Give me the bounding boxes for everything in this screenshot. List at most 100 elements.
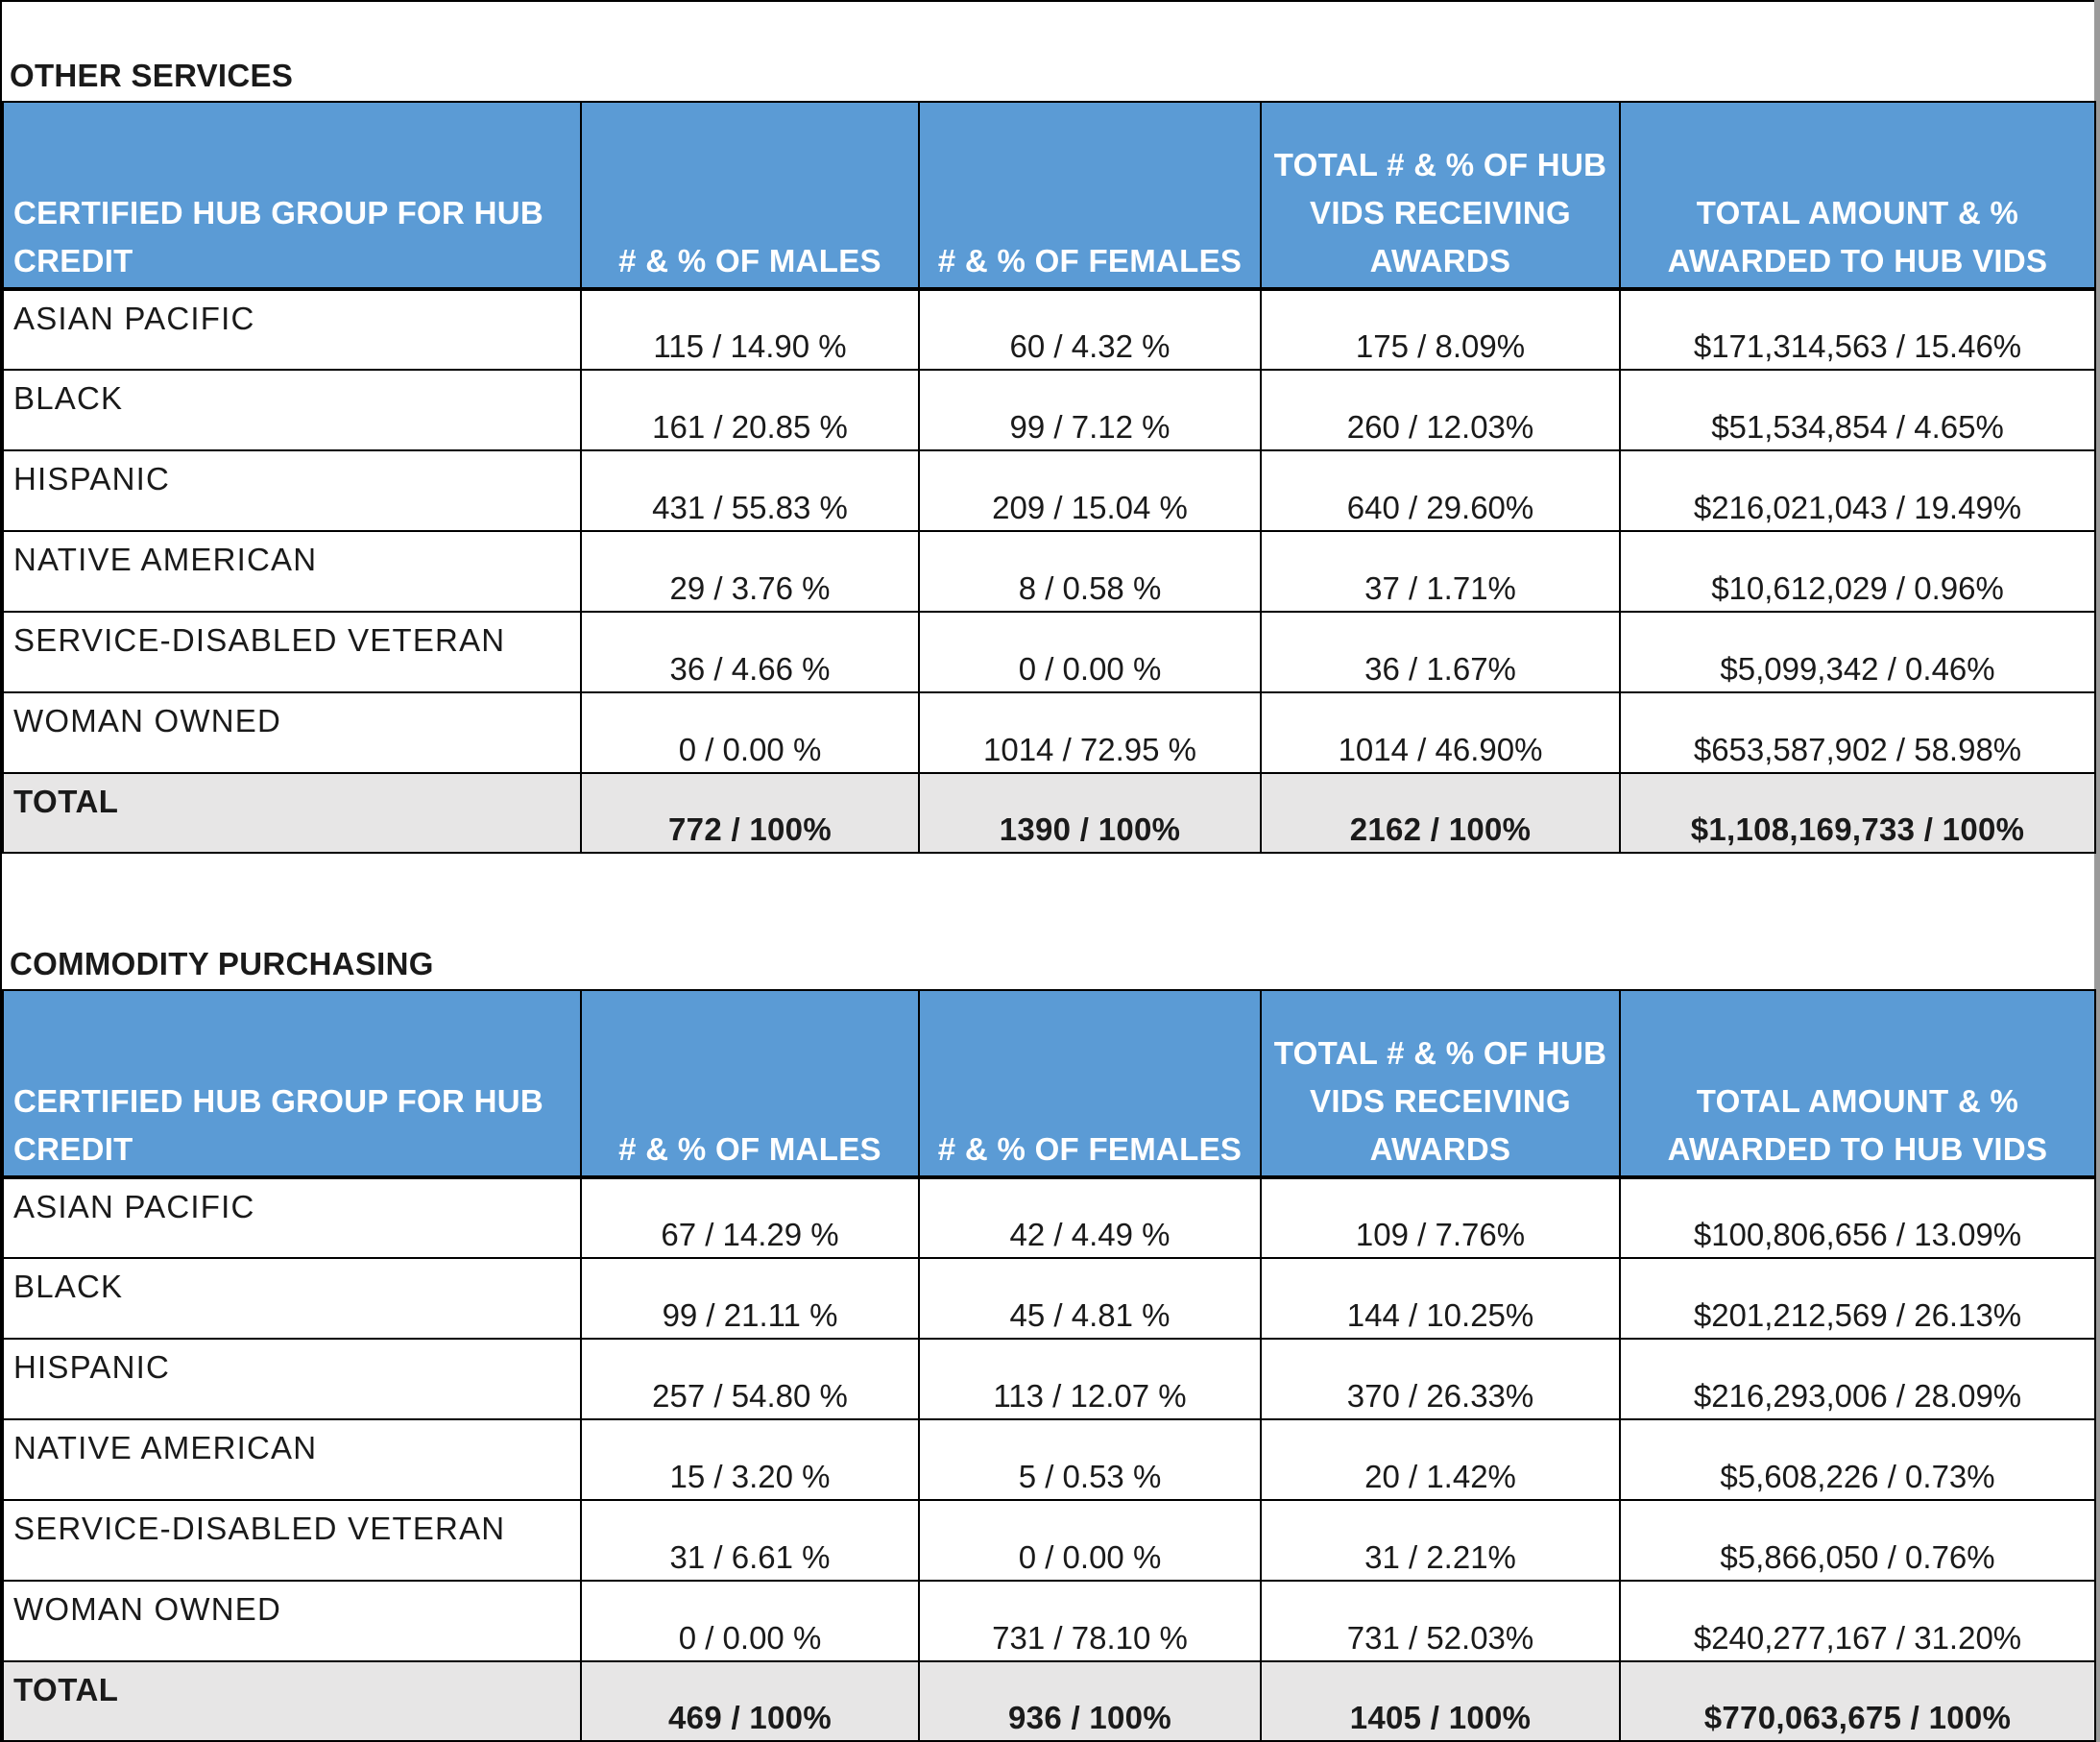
header-row: CERTIFIED HUB GROUP FOR HUB CREDIT # & % … [2,989,2096,1179]
total-total-amount: $770,063,675 / 100% [1619,1660,2096,1742]
total-males: 772 / 100% [580,772,920,854]
cell-females: 45 / 4.81 % [918,1257,1262,1340]
cell-total-vids: 370 / 26.33% [1260,1338,1621,1420]
header-total-amount: TOTAL AMOUNT & % AWARDED TO HUB VIDS [1619,101,2096,291]
cell-total-vids: 260 / 12.03% [1260,369,1621,451]
cell-females: 731 / 78.10 % [918,1580,1262,1662]
header-females: # & % OF FEMALES [918,989,1262,1179]
right-edge-shade [2094,0,2100,1742]
header-total-amount: TOTAL AMOUNT & % AWARDED TO HUB VIDS [1619,989,2096,1179]
cell-total-vids: 731 / 52.03% [1260,1580,1621,1662]
cell-males: 161 / 20.85 % [580,369,920,451]
row-asian-pacific: ASIAN PACIFIC 115 / 14.90 % 60 / 4.32 % 175… [2,288,2096,371]
cell-total-amount: $100,806,656 / 13.09% [1619,1176,2096,1259]
cell-group: WOMAN OWNED [2,1580,582,1662]
cell-group: SERVICE-DISABLED VETERAN [2,611,582,693]
cell-group: HISPANIC [2,449,582,532]
total-males: 469 / 100% [580,1660,920,1742]
total-total-vids: 1405 / 100% [1260,1660,1621,1742]
cell-females: 209 / 15.04 % [918,449,1262,532]
cell-females: 0 / 0.00 % [918,1499,1262,1582]
cell-total-amount: $5,866,050 / 0.76% [1619,1499,2096,1582]
cell-total-amount: $5,608,226 / 0.73% [1619,1418,2096,1501]
total-females: 1390 / 100% [918,772,1262,854]
header-total-vids: TOTAL # & % OF HUB VIDS RECEIVING AWARDS [1260,101,1621,291]
hub-awards-table: CERTIFIED HUB GROUP FOR HUB CREDIT # & % … [2,101,2096,854]
cell-group: HISPANIC [2,1338,582,1420]
cell-total-amount: $5,099,342 / 0.46% [1619,611,2096,693]
header-males: # & % OF MALES [580,101,920,291]
cell-females: 5 / 0.53 % [918,1418,1262,1501]
header-group: CERTIFIED HUB GROUP FOR HUB CREDIT [2,989,582,1179]
cell-total-vids: 640 / 29.60% [1260,449,1621,532]
cell-females: 1014 / 72.95 % [918,691,1262,774]
row-asian-pacific: ASIAN PACIFIC 67 / 14.29 % 42 / 4.49 % 109 … [2,1176,2096,1259]
cell-total-vids: 31 / 2.21% [1260,1499,1621,1582]
cell-males: 257 / 54.80 % [580,1338,920,1420]
cell-males: 0 / 0.00 % [580,1580,920,1662]
cell-total-vids: 37 / 1.71% [1260,530,1621,613]
cell-group: BLACK [2,1257,582,1340]
cell-males: 99 / 21.11 % [580,1257,920,1340]
cell-total-vids: 20 / 1.42% [1260,1418,1621,1501]
total-females: 936 / 100% [918,1660,1262,1742]
cell-males: 31 / 6.61 % [580,1499,920,1582]
section-title: OTHER SERVICES [10,58,294,93]
total-total-vids: 2162 / 100% [1260,772,1621,854]
cell-total-amount: $171,314,563 / 15.46% [1619,288,2096,371]
cell-total-vids: 175 / 8.09% [1260,288,1621,371]
cell-females: 99 / 7.12 % [918,369,1262,451]
row-native-american: NATIVE AMERICAN 15 / 3.20 % 5 / 0.53 % 20 /… [2,1418,2096,1501]
cell-total-vids: 144 / 10.25% [1260,1257,1621,1340]
cell-group: ASIAN PACIFIC [2,1176,582,1259]
cell-females: 42 / 4.49 % [918,1176,1262,1259]
cell-females: 8 / 0.58 % [918,530,1262,613]
cell-males: 29 / 3.76 % [580,530,920,613]
cell-group: ASIAN PACIFIC [2,288,582,371]
row-woman-owned: WOMAN OWNED 0 / 0.00 % 1014 / 72.95 % 1014 … [2,691,2096,774]
cell-group: NATIVE AMERICAN [2,1418,582,1501]
cell-females: 60 / 4.32 % [918,288,1262,371]
total-group: TOTAL [2,772,582,854]
cell-total-amount: $240,277,167 / 31.20% [1619,1580,2096,1662]
row-total: TOTAL 772 / 100% 1390 / 100% 2162 / 100% $1,… [2,772,2096,854]
row-woman-owned: WOMAN OWNED 0 / 0.00 % 731 / 78.10 % 731 / … [2,1580,2096,1662]
cell-males: 115 / 14.90 % [580,288,920,371]
cell-males: 36 / 4.66 % [580,611,920,693]
row-service-disabled-veteran: SERVICE-DISABLED VETERAN 31 / 6.61 % 0 / 0… [2,1499,2096,1582]
header-group: CERTIFIED HUB GROUP FOR HUB CREDIT [2,101,582,291]
header-row: CERTIFIED HUB GROUP FOR HUB CREDIT # & % … [2,101,2096,291]
cell-total-vids: 1014 / 46.90% [1260,691,1621,774]
header-total-vids: TOTAL # & % OF HUB VIDS RECEIVING AWARDS [1260,989,1621,1179]
section-title: COMMODITY PURCHASING [10,946,434,981]
cell-group: NATIVE AMERICAN [2,530,582,613]
cell-total-amount: $216,293,006 / 28.09% [1619,1338,2096,1420]
header-males: # & % OF MALES [580,989,920,1179]
cell-males: 431 / 55.83 % [580,449,920,532]
cell-males: 15 / 3.20 % [580,1418,920,1501]
total-total-amount: $1,108,169,733 / 100% [1619,772,2096,854]
cell-females: 113 / 12.07 % [918,1338,1262,1420]
cell-group: WOMAN OWNED [2,691,582,774]
row-hispanic: HISPANIC 431 / 55.83 % 209 / 15.04 % 640 / … [2,449,2096,532]
row-service-disabled-veteran: SERVICE-DISABLED VETERAN 36 / 4.66 % 0 / 0… [2,611,2096,693]
row-hispanic: HISPANIC 257 / 54.80 % 113 / 12.07 % 370 / … [2,1338,2096,1420]
total-group: TOTAL [2,1660,582,1742]
cell-group: SERVICE-DISABLED VETERAN [2,1499,582,1582]
cell-total-vids: 109 / 7.76% [1260,1176,1621,1259]
cell-total-amount: $51,534,854 / 4.65% [1619,369,2096,451]
cell-males: 0 / 0.00 % [580,691,920,774]
row-black: BLACK 99 / 21.11 % 45 / 4.81 % 144 / 10.25%… [2,1257,2096,1340]
row-native-american: NATIVE AMERICAN 29 / 3.76 % 8 / 0.58 % 37 /… [2,530,2096,613]
cell-total-amount: $10,612,029 / 0.96% [1619,530,2096,613]
cell-total-amount: $201,212,569 / 26.13% [1619,1257,2096,1340]
cell-total-amount: $216,021,043 / 19.49% [1619,449,2096,532]
row-black: BLACK 161 / 20.85 % 99 / 7.12 % 260 / 12.03… [2,369,2096,451]
hub-awards-table: CERTIFIED HUB GROUP FOR HUB CREDIT # & % … [2,989,2096,1742]
row-total: TOTAL 469 / 100% 936 / 100% 1405 / 100% $770… [2,1660,2096,1742]
cell-total-vids: 36 / 1.67% [1260,611,1621,693]
cell-total-amount: $653,587,902 / 58.98% [1619,691,2096,774]
cell-males: 67 / 14.29 % [580,1176,920,1259]
header-females: # & % OF FEMALES [918,101,1262,291]
